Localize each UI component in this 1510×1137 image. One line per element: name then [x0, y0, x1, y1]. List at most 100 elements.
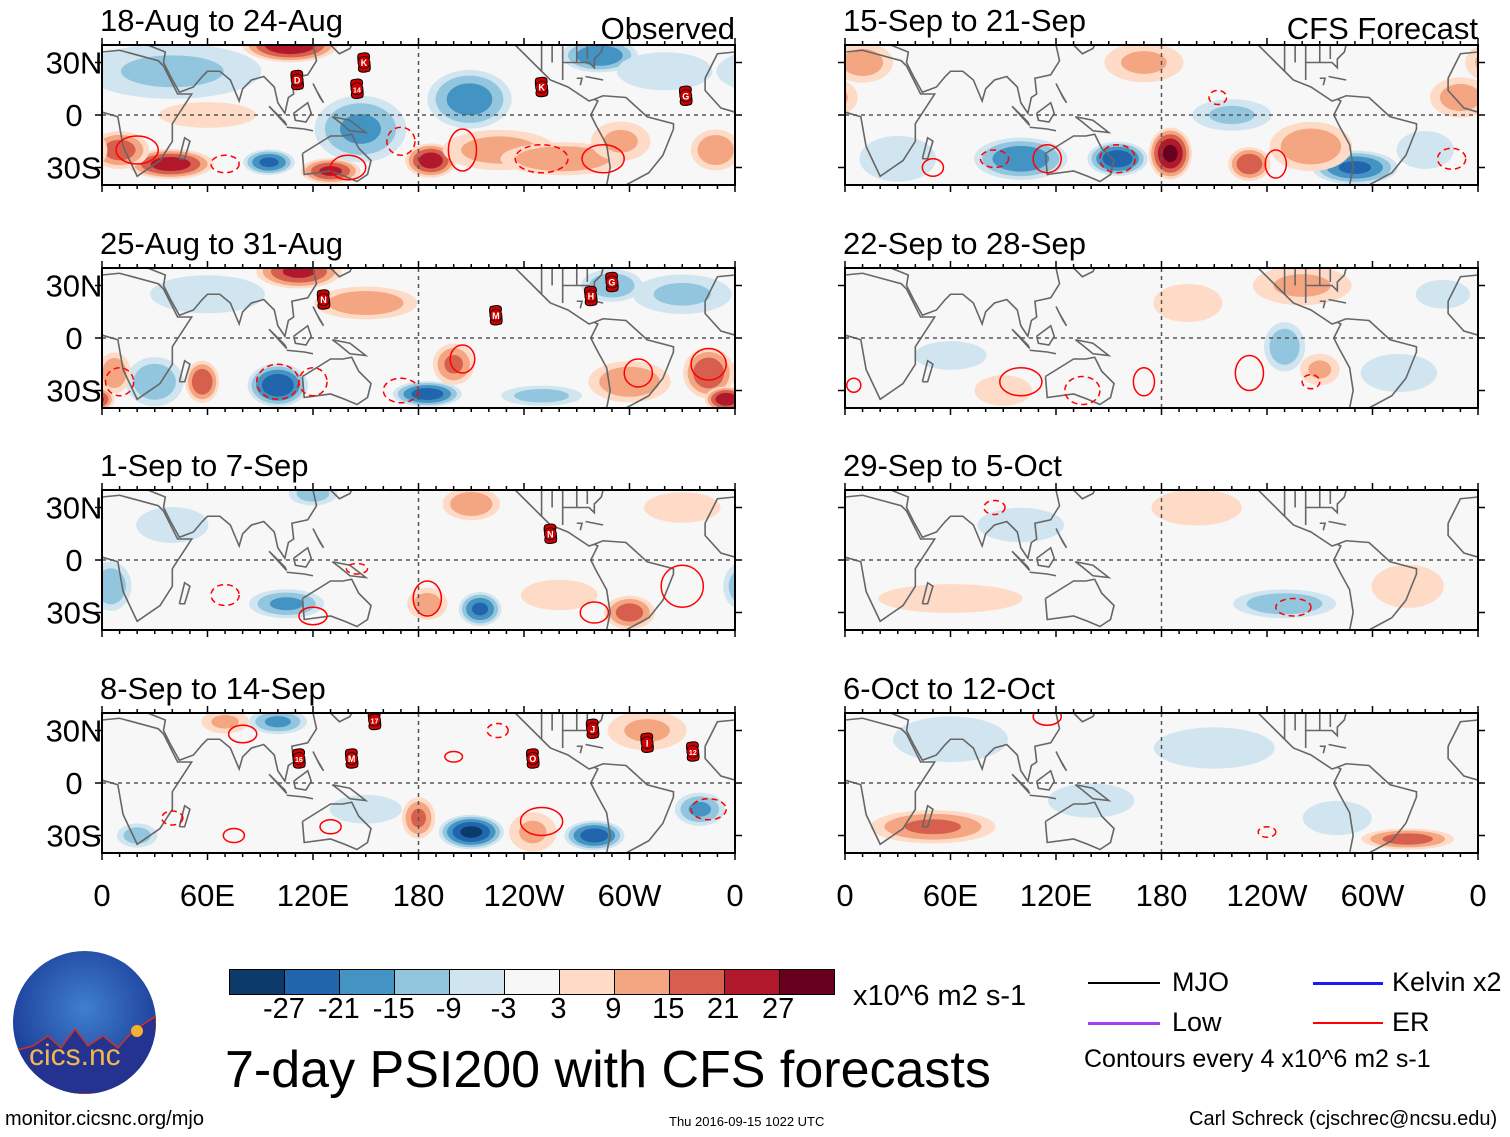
coastline [921, 359, 934, 383]
tropical-cyclone-icon: K [534, 76, 549, 98]
coastline [1337, 317, 1418, 408]
anomaly-shading [514, 388, 569, 403]
anomaly-shading [603, 129, 638, 153]
map-panel: D K 14 K G 30N 0 30S 18-Aug to 24-Aug Observed [0, 3, 769, 192]
anomaly-shading [1236, 153, 1263, 175]
er-contour [690, 347, 727, 381]
coastline [292, 546, 313, 568]
er-contour [210, 583, 240, 607]
anomaly-shading [728, 354, 804, 392]
anomaly-shading [329, 794, 402, 824]
cicsnc-logo: cics.nc [13, 951, 156, 1094]
coastline [1319, 300, 1327, 309]
anomaly-shading [977, 507, 1065, 543]
cyclone-label: 12 [689, 750, 697, 757]
lat-label: 30N [46, 269, 103, 304]
colorbar-tick-label: 27 [761, 993, 795, 1025]
panel-title: 22-Sep to 28-Sep [843, 226, 1086, 261]
anomaly-shading [737, 140, 769, 160]
coastline [1055, 528, 1068, 549]
anomaly-shading [1273, 274, 1331, 297]
er-contour [345, 562, 369, 575]
coastline [286, 794, 314, 800]
lon-label: 60W [598, 878, 662, 913]
er-contour [210, 154, 240, 174]
anomaly-shading [120, 55, 224, 88]
coastline [921, 804, 934, 828]
map-panel: 6-Oct to 12-Oct 0 60E 120E 180 120W 60W 0 [737, 671, 1486, 913]
anomaly-shading [0, 599, 17, 626]
er-contour [1257, 826, 1277, 838]
coastline [585, 75, 604, 81]
coastline [1328, 298, 1347, 304]
contour-note: Contours every 4 x10^6 m2 s-1 [1084, 1045, 1431, 1073]
lon-label: 0 [836, 878, 853, 913]
er-contour [386, 126, 416, 156]
cyclone-disc [679, 89, 693, 103]
coastline [331, 115, 369, 134]
colorbar-tick-label: -9 [435, 993, 462, 1025]
anomaly-shading [737, 831, 812, 848]
anomaly-shading [644, 492, 721, 523]
lat-label: 30S [46, 596, 101, 631]
cyclone-disc [526, 752, 540, 765]
coastline [594, 539, 675, 630]
er-contour [979, 149, 1010, 169]
coastline [178, 804, 191, 828]
lat-label: 30S [46, 151, 101, 186]
coastline [331, 783, 369, 802]
cyclone-label: G [608, 278, 615, 288]
lon-label: 60W [1341, 878, 1405, 913]
er-contour [449, 344, 476, 374]
map-panel: 17 16 M O J I 12 30N 0 30S 8-Sep to 14-Sep 0 60E 120E… [46, 671, 823, 913]
cyclone-label: 14 [353, 87, 361, 94]
anomaly-shading [0, 269, 10, 302]
coastline [812, 806, 823, 827]
tropical-cyclone-icon: D [290, 69, 304, 91]
anomaly-shading [56, 802, 78, 817]
cyclone-label: N [547, 529, 554, 539]
map-panel: N 30N 0 30S 1-Sep to 7-Sep [0, 448, 823, 637]
map-panels: D K 14 K G 30N 0 30S 18-Aug to 24-Aug Observed N M H… [0, 3, 1487, 913]
coastline [890, 45, 1061, 116]
coastline [286, 349, 314, 355]
coastline [1044, 801, 1115, 851]
tropical-cyclone-icon: I [640, 732, 654, 753]
cyclone-disc [640, 736, 654, 750]
anomaly-shading [1338, 161, 1372, 174]
anomaly-shading [767, 364, 809, 400]
anomaly-shading [282, 268, 316, 278]
anomaly-shading [0, 603, 10, 621]
er-contour [1436, 147, 1467, 170]
coastline [268, 328, 288, 350]
anomaly-shading [616, 52, 713, 91]
anomaly-shading [1269, 328, 1300, 365]
anomaly-shading [697, 134, 734, 166]
coastline [1073, 268, 1096, 278]
er-contour [227, 724, 258, 744]
cyclone-label: M [492, 311, 500, 321]
colorbar-swatch [339, 970, 394, 994]
coastline [812, 361, 823, 382]
er-contour [579, 601, 610, 624]
anomaly-shading [259, 157, 279, 168]
coastline [312, 306, 325, 327]
coastline [594, 762, 675, 853]
colorbar-tick-label: -3 [490, 993, 517, 1025]
coastline [594, 317, 675, 408]
coastline [812, 583, 823, 604]
site-url[interactable]: monitor.cicsnc.org/mjo [5, 1108, 204, 1130]
er-contour [1064, 375, 1101, 406]
coastline [301, 356, 372, 406]
forecast-label: CFS Forecast [1287, 11, 1479, 46]
anomaly-shading [0, 39, 5, 73]
anomaly-shading [845, 81, 858, 114]
anomaly-shading [446, 83, 493, 116]
anomaly-shading [1415, 279, 1470, 309]
coastline [178, 359, 191, 383]
anomaly-shading [1308, 360, 1332, 379]
anomaly-shading [750, 823, 791, 847]
cyclone-disc [686, 745, 700, 758]
anomaly-shading [624, 719, 670, 742]
panel-content: N M H G [0, 268, 823, 408]
